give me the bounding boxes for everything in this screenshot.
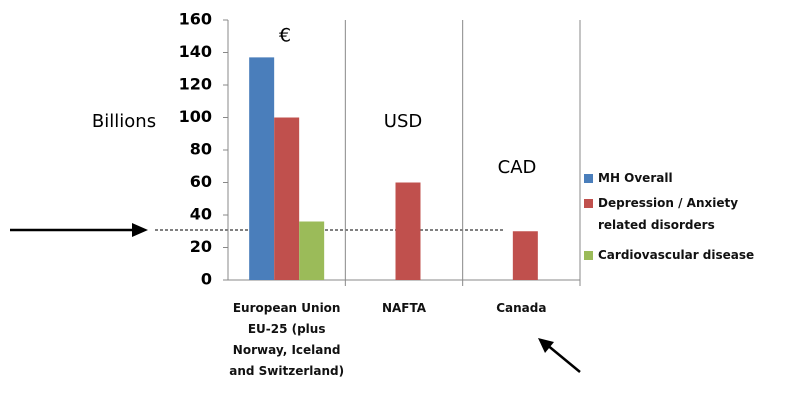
bar — [299, 221, 325, 280]
bar — [512, 231, 538, 280]
annotation: USD — [384, 111, 422, 132]
x-tick-label: NAFTA — [381, 301, 427, 315]
x-tick-label: Canada — [496, 301, 547, 315]
x-tick-label: European Union EU-25 (plus Norway, Icela… — [229, 301, 345, 378]
y-tick-label: 20 — [190, 237, 212, 256]
legend-entry: Cardiovascular disease — [584, 244, 785, 266]
y-tick-label: 100 — [179, 107, 212, 126]
y-tick-label: 80 — [190, 140, 212, 159]
y-tick-label: 40 — [190, 205, 212, 224]
legend-swatch — [584, 174, 593, 183]
y-tick-label: 120 — [179, 75, 212, 94]
annotation: Billions — [92, 111, 156, 132]
legend-swatch — [584, 251, 593, 260]
arrow-head — [538, 338, 554, 353]
y-tick-label: 140 — [179, 42, 212, 61]
legend-label: Cardiovascular disease — [598, 248, 755, 262]
annotation: € — [279, 25, 291, 47]
bar — [395, 182, 421, 280]
legend-entry: MH Overall — [584, 167, 785, 189]
y-tick-label: 60 — [190, 172, 212, 191]
bar — [249, 57, 275, 280]
legend-entry: Depression / Anxiety related disorders — [584, 192, 785, 236]
y-tick-label: 160 — [179, 10, 212, 29]
y-tick-label: 0 — [201, 270, 212, 289]
bar — [274, 117, 300, 280]
annotation: CAD — [498, 157, 537, 178]
legend-swatch — [584, 199, 593, 208]
legend-label: Depression / Anxiety related disorders — [598, 196, 739, 232]
arrow-head — [132, 223, 148, 237]
arrow — [545, 343, 581, 373]
legend-label: MH Overall — [598, 171, 673, 185]
